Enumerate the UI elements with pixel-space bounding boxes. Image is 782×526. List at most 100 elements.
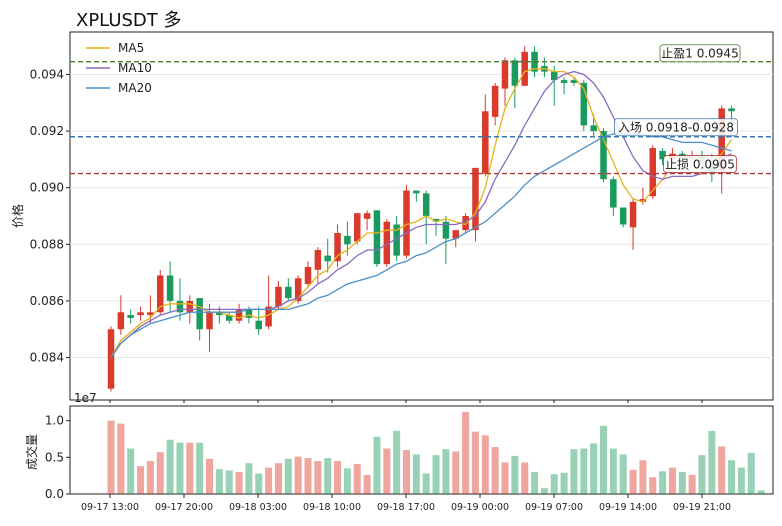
volume-bar — [678, 472, 686, 494]
volume-bar — [196, 442, 204, 494]
volume-tick-label: 1.0 — [45, 414, 64, 428]
candle-body — [334, 232, 341, 262]
ma10-line — [110, 70, 732, 358]
candle-body — [442, 221, 450, 239]
candle-body — [649, 148, 656, 197]
legend-ma20-label: MA20 — [118, 81, 152, 95]
candle-body — [679, 153, 686, 157]
volume-tick-label: 0.0 — [45, 487, 64, 501]
volume-bar — [481, 435, 489, 494]
volume-bar — [156, 452, 164, 494]
candle-body — [294, 278, 302, 301]
candle-body — [511, 60, 519, 86]
volume-scale-label: 1e7 — [74, 391, 97, 405]
volume-bar — [403, 450, 410, 494]
candle-body — [580, 82, 588, 126]
candle-body — [403, 190, 410, 256]
volume-bar — [334, 461, 342, 494]
volume-bar — [265, 467, 273, 494]
volume-bar — [127, 448, 135, 494]
volume-bar — [186, 442, 194, 494]
volume-bar — [737, 467, 745, 494]
candle-body — [570, 80, 578, 83]
candle-body — [285, 286, 292, 299]
candle-body — [373, 210, 381, 265]
candle-body — [659, 150, 666, 160]
chart-title: XPLUSDT 多 — [76, 10, 182, 31]
tp-label-box — [659, 44, 741, 63]
candle-body — [393, 224, 400, 256]
volume-bar — [491, 447, 499, 494]
candle-body — [314, 249, 322, 270]
volume-bar — [540, 488, 548, 494]
volume-bar — [176, 442, 184, 494]
candle-body — [225, 315, 233, 321]
candle-body — [728, 108, 735, 112]
volume-tick-label: 0.5 — [45, 450, 64, 464]
volume-bar — [146, 461, 154, 494]
candle-body — [551, 71, 558, 81]
candle-body — [324, 255, 331, 262]
x-tick-label: 09-19 00:00 — [451, 502, 509, 513]
volume-bar — [560, 472, 568, 494]
volume-bar — [245, 463, 253, 494]
sl-label: 止损 0.0905 — [665, 158, 735, 172]
volume-bar — [442, 449, 450, 494]
candle-body — [245, 309, 253, 318]
candle-body — [413, 190, 420, 194]
ma20-line — [110, 133, 732, 358]
volume-bar — [570, 449, 578, 494]
volume-bar — [294, 456, 302, 494]
volume-bar — [600, 425, 607, 494]
entry-label: 入场 0.0918-0.0928 — [618, 121, 734, 135]
price-tick-label: 0.094 — [30, 67, 64, 81]
volume-bar — [580, 448, 588, 494]
price-tick-label: 0.086 — [30, 294, 64, 308]
legend-ma5-label: MA5 — [118, 41, 144, 55]
volume-bar — [383, 448, 391, 494]
volume-bar — [659, 471, 667, 494]
volume-bar — [718, 446, 726, 494]
candle-body — [521, 51, 528, 86]
candle-body — [629, 201, 637, 228]
candle-body — [718, 108, 725, 171]
candle-body — [432, 218, 440, 222]
candle-body — [117, 312, 125, 330]
candle-body — [235, 309, 243, 321]
volume-bar — [668, 467, 676, 494]
candle-body — [147, 312, 154, 316]
candle-body — [157, 275, 164, 313]
candle-body — [422, 193, 430, 216]
tp-label: 止盈1 0.0945 — [661, 47, 738, 61]
candle-body — [354, 213, 361, 242]
volume-bar — [619, 454, 627, 494]
candle-body — [472, 167, 479, 231]
volume-bar — [166, 439, 174, 494]
candle-body — [610, 179, 617, 208]
candle-body — [462, 216, 469, 231]
volume-bar — [353, 463, 361, 494]
volume-bar — [274, 463, 282, 494]
x-tick-label: 09-19 21:00 — [673, 502, 731, 513]
candle-body — [196, 298, 203, 330]
volume-bar — [373, 436, 381, 494]
candle-body — [137, 312, 144, 316]
volume-bar — [206, 458, 213, 494]
candle-body — [127, 315, 134, 318]
volume-bar — [432, 455, 440, 494]
candle-body — [206, 312, 213, 330]
candle-body — [482, 111, 489, 174]
volume-bar — [757, 490, 765, 494]
price-tick-label: 0.090 — [30, 181, 64, 195]
candle-body — [383, 221, 391, 265]
candle-body — [560, 80, 568, 83]
candle-body — [216, 312, 223, 316]
candle-body — [255, 320, 262, 330]
volume-bar — [452, 451, 460, 494]
volume-bar — [747, 452, 755, 494]
volume-bar — [708, 430, 716, 494]
candle-body — [363, 213, 371, 219]
candle-body — [452, 230, 459, 239]
volume-bar — [501, 462, 509, 494]
sl-label-box — [663, 155, 737, 173]
